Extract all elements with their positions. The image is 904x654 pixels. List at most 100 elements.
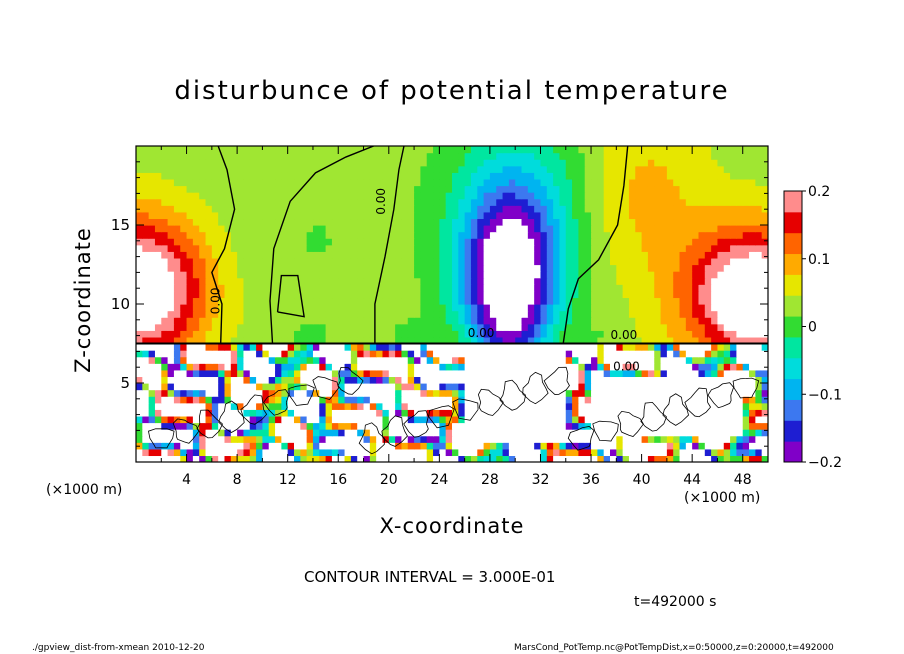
field-cell (237, 244, 245, 252)
field-cell (199, 225, 207, 233)
field-cell (755, 172, 763, 180)
field-cell (673, 336, 681, 345)
field-cell (647, 244, 655, 252)
field-cell (578, 304, 586, 312)
field-cell (534, 192, 542, 200)
field-cell (610, 225, 617, 233)
field-cell (565, 363, 573, 371)
field-cell (622, 389, 630, 397)
field-cell (534, 264, 542, 272)
field-cell (553, 264, 561, 272)
field-cell (319, 350, 327, 358)
field-cell (723, 323, 731, 331)
field-cell (654, 205, 662, 213)
field-cell (161, 284, 169, 292)
field-cell (641, 336, 649, 345)
field-cell (331, 185, 339, 193)
field-cell (521, 323, 529, 331)
field-cell (407, 238, 415, 246)
field-cell (382, 284, 390, 292)
field-cell (192, 159, 200, 167)
field-cell (237, 192, 245, 200)
field-cell (546, 297, 554, 305)
field-cell (312, 225, 320, 233)
field-cell (496, 363, 504, 371)
field-cell (388, 244, 396, 252)
field-cell (350, 192, 358, 200)
field-cell (603, 225, 611, 233)
field-cell (148, 297, 156, 305)
field-cell (616, 336, 624, 345)
contour-line (499, 379, 527, 411)
field-cell (711, 225, 719, 233)
field-cell (407, 284, 415, 292)
field-cell (553, 323, 561, 331)
field-cell (628, 350, 636, 358)
field-cell (521, 244, 529, 252)
field-cell (256, 231, 263, 239)
field-cell (755, 159, 763, 167)
field-cell (616, 442, 624, 450)
field-cell (256, 159, 263, 167)
field-cell (262, 172, 270, 180)
field-cell (730, 415, 737, 424)
field-cell (717, 159, 725, 167)
field-cell (534, 415, 542, 424)
field-cell (136, 356, 143, 364)
field-cell (603, 389, 611, 397)
field-cell (230, 257, 238, 266)
field-cell (344, 159, 352, 167)
field-cell (761, 165, 768, 173)
field-cell (470, 429, 478, 437)
field-cell (565, 376, 573, 384)
field-cell (641, 152, 649, 160)
field-cell (622, 264, 630, 272)
field-cell (275, 225, 282, 233)
field-cell (230, 304, 238, 312)
field-cell (306, 455, 314, 462)
field-cell (136, 455, 143, 462)
field-cell (249, 152, 257, 160)
field-cell (572, 356, 579, 364)
field-cell (167, 376, 175, 384)
field-cell (730, 225, 737, 233)
field-cell (262, 389, 270, 397)
field-cell (401, 350, 409, 358)
field-cell (692, 376, 700, 384)
field-cell (414, 271, 421, 279)
field-cell (388, 435, 396, 443)
field-cell (294, 310, 301, 318)
field-cell (527, 310, 535, 318)
field-cell (546, 422, 554, 430)
field-cell (572, 178, 579, 187)
field-cell (546, 231, 554, 239)
field-cell (407, 251, 415, 259)
field-cell (610, 363, 617, 371)
field-cell (154, 251, 162, 259)
field-cell (275, 389, 282, 397)
field-cell (647, 383, 655, 391)
field-cell (312, 402, 320, 410)
field-cell (439, 257, 447, 266)
field-cell (363, 178, 371, 187)
field-cell (420, 271, 428, 279)
field-cell (489, 264, 497, 272)
field-cell (616, 350, 624, 358)
field-cell (610, 356, 617, 364)
field-cell (559, 198, 567, 206)
field-cell (685, 257, 693, 266)
field-cell (559, 448, 567, 457)
field-cell (489, 317, 497, 325)
field-cell (736, 343, 744, 351)
field-cell (749, 165, 756, 173)
field-cell (414, 343, 421, 351)
field-cell (527, 343, 535, 351)
field-cell (489, 389, 497, 397)
field-cell (489, 415, 497, 424)
field-cell (679, 205, 687, 213)
field-cell (723, 185, 731, 193)
field-cell (647, 317, 655, 325)
field-cell (489, 159, 497, 167)
field-cell (521, 409, 529, 417)
field-cell (610, 336, 617, 345)
